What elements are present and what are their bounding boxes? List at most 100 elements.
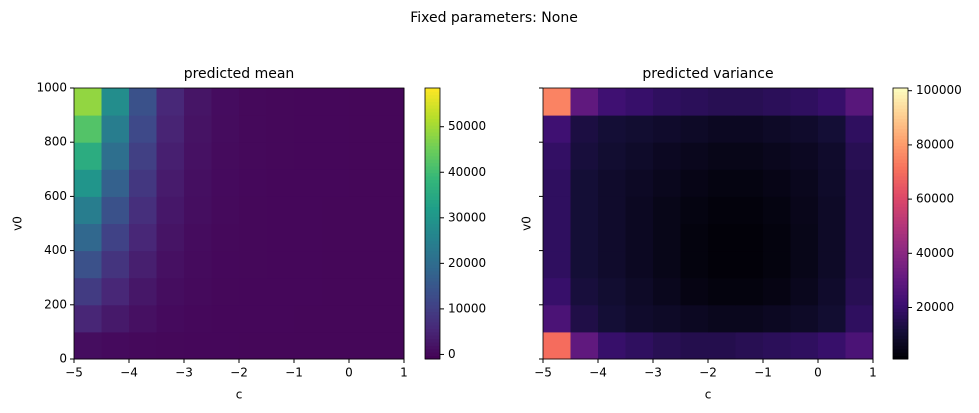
colorbar-step [425, 189, 440, 194]
heatmap-cell [708, 277, 736, 306]
colorbar-step [425, 159, 440, 164]
heatmap-cell [653, 142, 681, 170]
colorbar-step [893, 118, 908, 123]
colorbar-step [893, 335, 908, 340]
colorbar-step [893, 287, 908, 292]
colorbar-step [893, 270, 908, 275]
colorbar-step [425, 111, 440, 116]
colorbar-step [425, 94, 440, 99]
figure-title: Fixed parameters: None [410, 10, 578, 26]
heatmap-cell [129, 196, 157, 224]
colorbar-step [893, 162, 908, 167]
heatmap-cell [156, 277, 185, 306]
heatmap-cell [239, 169, 267, 197]
colorbar-step [425, 88, 440, 92]
heatmap-cell [790, 115, 819, 143]
colorbar-step [893, 277, 908, 282]
heatmap-cell [294, 277, 322, 306]
colorbar-step [893, 352, 908, 357]
heatmap-cell [294, 331, 322, 360]
heatmap-cell [321, 304, 350, 333]
heatmap-cell [156, 88, 185, 116]
colorbar-step [893, 165, 908, 170]
heatmap-cell [625, 304, 654, 333]
heatmap-cell [239, 331, 267, 360]
heatmap-cell [570, 115, 599, 143]
colorbar-step [893, 338, 908, 343]
heatmap-cell [653, 223, 681, 252]
heatmap-cell [680, 88, 709, 116]
heatmap-cell [349, 331, 377, 360]
heatmap-cell [790, 277, 819, 306]
heatmap-cell [680, 277, 709, 306]
heatmap-cell [625, 196, 654, 224]
colorbar-step [893, 311, 908, 316]
heatmap-cell [211, 115, 240, 143]
heatmap-cell [598, 142, 626, 170]
colorbar-step [893, 121, 908, 126]
colorbar-step [893, 267, 908, 272]
colorbar-step [425, 104, 440, 109]
heatmap-cell [156, 304, 185, 333]
heatmap-cell [598, 304, 626, 333]
axes-title: predicted mean [184, 66, 295, 82]
heatmap-cell [74, 115, 102, 143]
colorbar-step [425, 165, 440, 170]
x-tick-label: 1 [400, 366, 408, 380]
heatmap-cell [845, 142, 874, 170]
heatmap-cell [349, 223, 377, 252]
colorbar-step [893, 220, 908, 224]
colorbar-step [893, 209, 908, 214]
colorbar-step [893, 138, 908, 143]
colorbar-step [425, 182, 440, 187]
heatmap-cell [763, 88, 791, 116]
heatmap-cell [680, 250, 709, 279]
colorbar-step [425, 318, 440, 323]
colorbar-step [893, 196, 908, 201]
colorbar-step [893, 213, 908, 218]
x-tick-label: −4 [589, 366, 607, 380]
heatmap-cell [101, 223, 130, 252]
heatmap-cell [156, 223, 185, 252]
heatmap-cell [625, 223, 654, 252]
heatmap-cell [763, 250, 791, 279]
heatmap-cell [239, 142, 267, 170]
heatmap-cell [625, 169, 654, 197]
colorbar-step [893, 321, 908, 326]
x-tick-label: −3 [175, 366, 193, 380]
colorbar-step [425, 348, 440, 353]
colorbar-step [425, 253, 440, 258]
heatmap-cell [321, 250, 350, 279]
colorbar-step [425, 301, 440, 306]
heatmap-cell [543, 250, 571, 279]
colorbar-step [425, 199, 440, 204]
colorbar-step [893, 145, 908, 150]
y-axis-label: v0 [520, 216, 534, 231]
colorbar-tick-label: 10000 [448, 301, 486, 315]
heatmap-cell [321, 115, 350, 143]
heatmap-cell [790, 250, 819, 279]
heatmap-cell [570, 250, 599, 279]
heatmap-cell [680, 169, 709, 197]
colorbar-step [425, 237, 440, 241]
heatmap-cell [680, 304, 709, 333]
heatmap-cell [818, 277, 846, 306]
heatmap-cell [294, 88, 322, 116]
heatmap-cell [184, 277, 212, 306]
colorbar-step [425, 148, 440, 153]
heatmap-cell [211, 250, 240, 279]
colorbar-step [893, 328, 908, 333]
colorbar-step [893, 199, 908, 204]
colorbar-step [425, 121, 440, 126]
colorbar-step [893, 223, 908, 228]
colorbar-step [893, 148, 908, 153]
heatmap-cell [570, 331, 599, 360]
heatmap-cell [129, 88, 157, 116]
colorbar-step [893, 325, 908, 330]
heatmap-cell [101, 331, 130, 360]
heatmap-cell [818, 331, 846, 360]
heatmap-cell [376, 250, 405, 279]
colorbar-step [425, 196, 440, 201]
heatmap-cell [735, 88, 764, 116]
heatmap-cell [266, 250, 295, 279]
